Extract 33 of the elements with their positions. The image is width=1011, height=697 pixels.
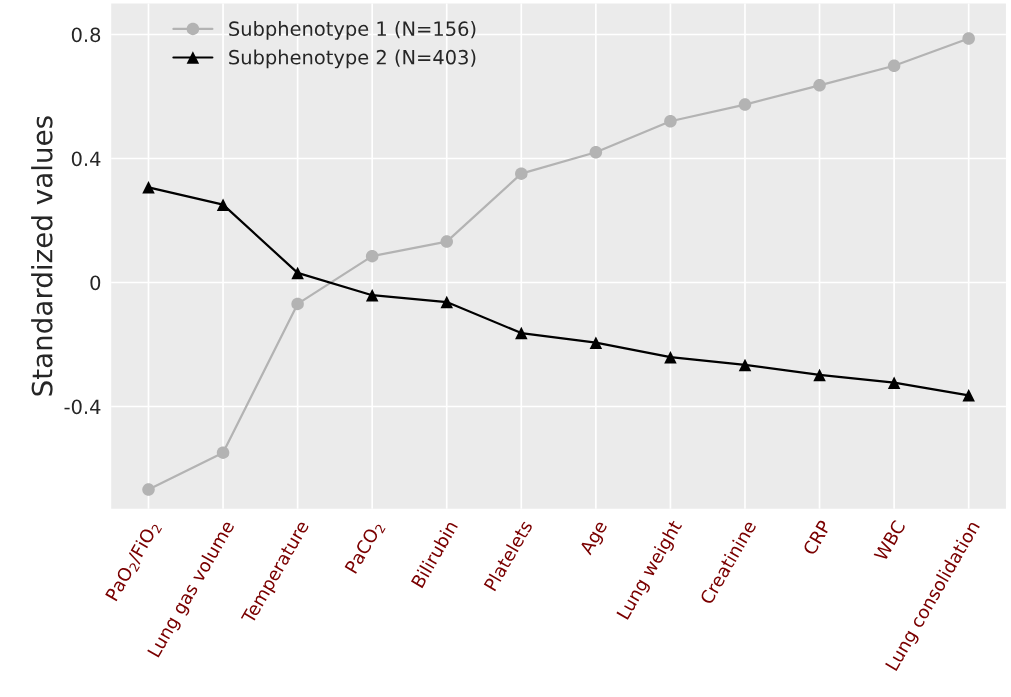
point [738,98,752,111]
x-tick-label: PaCO$_{2}$ [344,520,386,576]
point [365,249,379,263]
point [216,198,230,211]
point [142,483,155,496]
point [813,79,826,92]
point [738,358,752,372]
point [365,288,379,302]
y-tick-label: 0 [90,275,101,291]
point [887,59,901,73]
point [440,295,453,309]
legend-label: Subphenotype 1 (N=156) [229,20,476,40]
point [664,350,677,364]
y-tick-label: -0.4 [64,399,101,415]
point [589,336,603,349]
point [291,266,304,280]
point [440,235,453,248]
point [962,389,975,402]
y-tick-label: 0.8 [71,27,101,43]
legend-label: Subphenotype 2 (N=403) [229,49,476,69]
point [142,181,155,194]
point [887,376,901,389]
point [216,446,230,459]
y-tick-label: 0.4 [71,151,101,167]
point [515,326,528,340]
y-axis-title: Standardized values [31,116,53,396]
point [291,297,304,311]
point [589,146,603,159]
point [962,32,975,45]
point [813,368,826,382]
point [515,167,528,180]
x-tick-label: PaO$_{2}$/FiO$_{2}$ [104,520,163,603]
point [664,115,677,128]
